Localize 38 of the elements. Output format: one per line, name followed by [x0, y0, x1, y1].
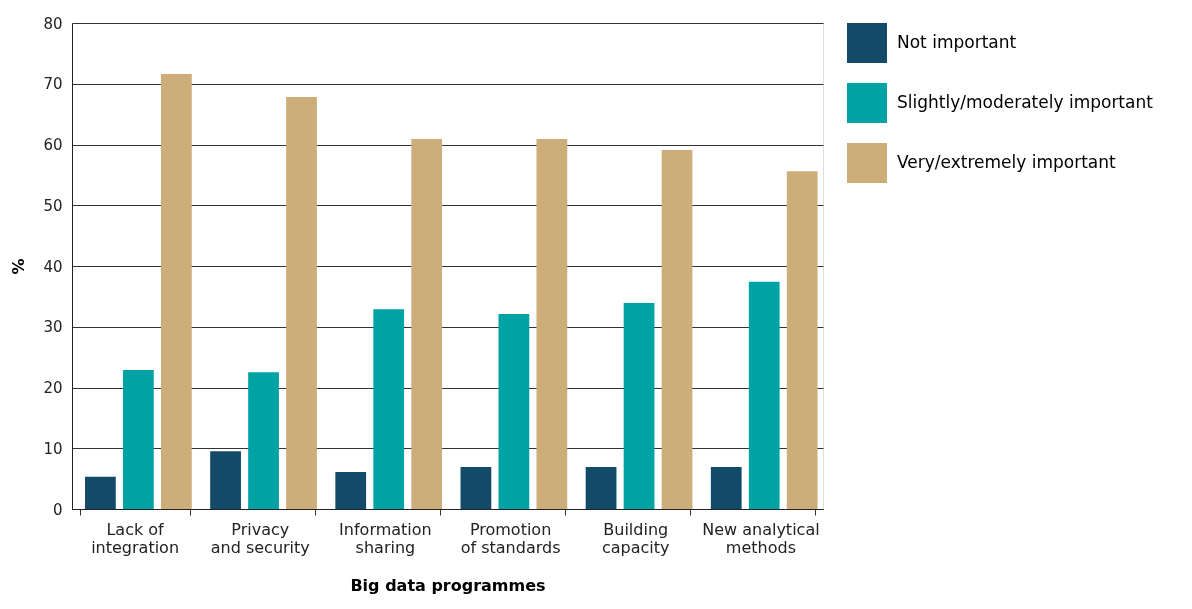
bar [748, 281, 780, 509]
bar [710, 467, 742, 509]
bar [335, 471, 367, 509]
x-axis-title: Big data programmes [350, 575, 546, 595]
bar [286, 97, 317, 509]
legend-label: Very/extremely important [897, 152, 1117, 172]
bar [248, 372, 279, 509]
y-tick-label: 60 [43, 136, 63, 154]
y-tick-label: 40 [43, 257, 63, 276]
x-tick-label: Lack of integration [91, 519, 180, 557]
y-tick-label: 70 [43, 75, 63, 94]
y-tick-label: 50 [43, 196, 63, 215]
bar [661, 149, 693, 509]
bar [498, 313, 530, 509]
bar [460, 467, 492, 509]
bar [786, 171, 818, 509]
y-tick-label: 80 [43, 14, 63, 33]
bar [85, 476, 116, 509]
bar [160, 74, 192, 509]
legend-label: Not important [897, 32, 1017, 52]
bar [123, 369, 154, 509]
legend-label: Slightly/moderately important [897, 92, 1154, 112]
x-tick-label: Information sharing [339, 519, 432, 557]
bar [210, 451, 241, 509]
bar [411, 139, 443, 509]
y-tick-label: 30 [43, 318, 63, 337]
bar [536, 139, 568, 509]
y-tick-label: 0 [52, 500, 63, 519]
bar [585, 467, 617, 509]
x-tick-label: Promotion of standards [460, 519, 561, 557]
bar [373, 309, 405, 509]
x-tick-label: Building capacity [601, 519, 670, 557]
y-axis-title: % [9, 258, 29, 275]
x-tick-label: New analytical methods [702, 519, 820, 557]
y-tick-label: 10 [43, 439, 63, 458]
bar [623, 303, 655, 509]
x-tick-label: Privacy and security [210, 519, 310, 557]
y-tick-label: 20 [43, 379, 63, 397]
